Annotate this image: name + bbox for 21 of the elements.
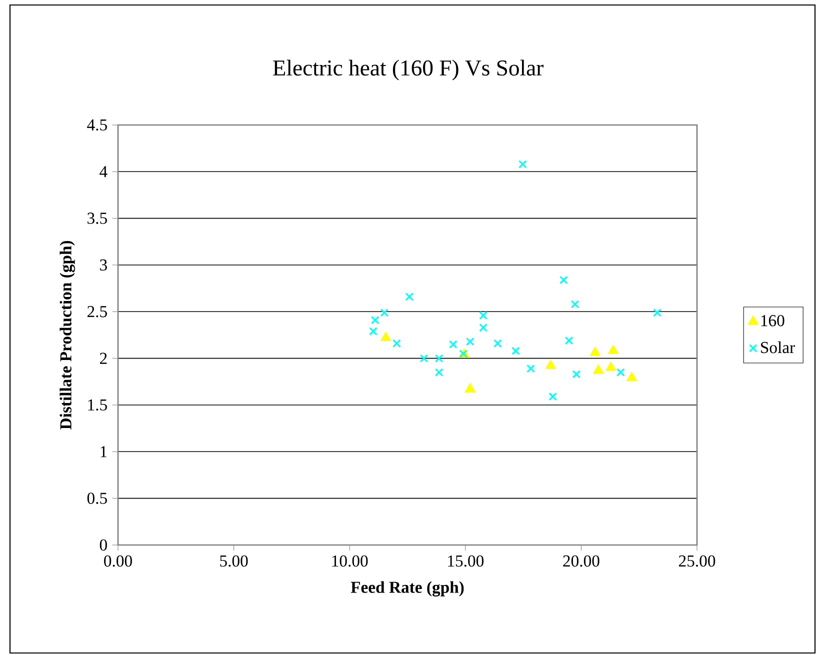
y-tick-label: 2.5 — [88, 306, 107, 318]
x-tick-label: 15.00 — [448, 555, 484, 567]
x-tick-label: 0.00 — [104, 555, 132, 567]
y-tick-label: 3 — [100, 259, 107, 271]
y-tick-label: 4 — [100, 166, 108, 178]
y-tick-label: 1 — [100, 446, 107, 458]
x-tick-label: 25.00 — [678, 555, 716, 567]
y-tick-label: 0 — [100, 539, 107, 551]
y-axis-title: Distillate Production (gph) — [60, 240, 75, 430]
x-tick-label: 20.00 — [563, 555, 600, 567]
y-tick-label: 3.5 — [88, 212, 107, 224]
y-tick-label: 4.5 — [87, 119, 107, 131]
chart-title: Electric heat (160 F) Vs Solar — [273, 60, 544, 80]
y-tick-label: 0.5 — [87, 492, 107, 504]
x-tick-label: 5.00 — [220, 555, 248, 567]
legend-label: 160 — [761, 315, 784, 326]
y-tick-label: 2 — [100, 352, 107, 364]
x-tick-label: 10.00 — [332, 555, 368, 567]
x-axis-title: Feed Rate (gph) — [350, 581, 464, 596]
y-tick-label: 1.5 — [88, 399, 107, 411]
legend-label: Solar — [761, 341, 795, 354]
